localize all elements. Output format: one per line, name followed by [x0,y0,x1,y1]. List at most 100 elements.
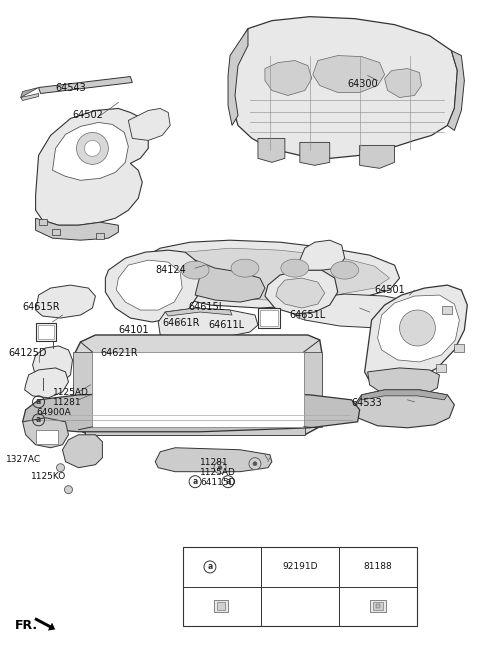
Text: 92191D: 92191D [282,562,318,571]
Polygon shape [292,305,305,320]
Polygon shape [21,87,38,98]
Text: 11281: 11281 [52,398,81,407]
Polygon shape [313,56,384,92]
Bar [96,233,104,239]
Polygon shape [355,390,455,428]
Bar [376,604,380,608]
Text: 1125AD: 1125AD [52,388,88,397]
Polygon shape [36,108,148,225]
Polygon shape [304,352,322,427]
Circle shape [84,140,100,156]
Text: 64543: 64543 [56,83,86,92]
Text: 64611L: 64611L [208,320,244,330]
Circle shape [214,462,226,474]
Bar [36,430,58,443]
Text: 64615R: 64615R [23,302,60,312]
Polygon shape [265,270,338,314]
Bar [443,306,452,314]
Text: 64621R: 64621R [100,348,138,358]
Text: 64300: 64300 [348,79,378,89]
Text: 64651L: 64651L [290,310,326,320]
Polygon shape [300,240,345,270]
Polygon shape [368,368,439,398]
Text: 64502: 64502 [72,110,103,121]
Text: a: a [207,562,213,571]
Polygon shape [230,16,457,158]
Text: 64900A: 64900A [36,408,72,417]
Polygon shape [145,240,399,308]
Polygon shape [155,448,272,472]
Polygon shape [228,29,248,125]
Polygon shape [73,352,93,427]
Ellipse shape [231,259,259,277]
Text: 1125KO: 1125KO [31,472,66,481]
Circle shape [218,466,222,470]
Bar [260,310,278,326]
Circle shape [249,458,261,470]
Polygon shape [365,285,468,388]
Polygon shape [36,285,96,318]
Polygon shape [158,308,258,338]
Text: 1125AD: 1125AD [200,468,236,477]
Text: 64533: 64533 [352,398,383,408]
Bar [455,344,464,352]
Polygon shape [36,218,119,240]
Bar [36,323,56,341]
Ellipse shape [331,261,359,279]
Polygon shape [165,308,232,316]
Bar [38,219,47,225]
Polygon shape [85,427,305,435]
Polygon shape [38,77,132,94]
Text: FR.: FR. [15,619,38,632]
Polygon shape [23,418,69,448]
Text: 11281: 11281 [200,458,229,466]
Bar [216,602,225,610]
Circle shape [76,133,108,165]
Ellipse shape [281,259,309,277]
Polygon shape [384,68,421,98]
Bar [51,229,60,236]
Text: a: a [226,477,231,486]
Text: 64501: 64501 [374,285,405,295]
Bar [258,308,280,328]
Ellipse shape [181,261,209,279]
Bar [436,364,446,372]
Polygon shape [62,435,102,468]
Bar [37,325,54,339]
Polygon shape [21,94,38,100]
Circle shape [399,310,435,346]
Circle shape [253,462,257,466]
Polygon shape [292,294,430,328]
Text: a: a [192,477,198,486]
Polygon shape [24,368,69,398]
Text: 84124: 84124 [155,265,186,275]
Polygon shape [33,346,72,385]
Polygon shape [106,250,200,322]
Polygon shape [23,392,360,432]
FancyArrow shape [34,617,55,630]
Circle shape [64,485,72,494]
Bar [214,600,228,612]
Polygon shape [300,142,330,165]
Polygon shape [276,278,325,308]
Polygon shape [195,260,265,302]
Bar [182,547,417,626]
Text: 81188: 81188 [364,562,392,571]
Polygon shape [447,51,464,131]
Polygon shape [258,138,285,162]
Polygon shape [155,248,390,300]
Polygon shape [116,260,182,310]
Text: 64125D: 64125D [9,348,47,358]
Bar [373,602,383,610]
Polygon shape [73,335,322,435]
Polygon shape [361,390,447,400]
Text: a: a [36,415,41,424]
Text: a: a [36,398,41,406]
Polygon shape [360,146,395,169]
Text: 64101: 64101 [119,325,149,335]
Circle shape [57,464,64,472]
Polygon shape [265,60,312,96]
Polygon shape [428,310,434,324]
Bar [370,600,386,612]
Text: 64115D: 64115D [200,478,236,487]
